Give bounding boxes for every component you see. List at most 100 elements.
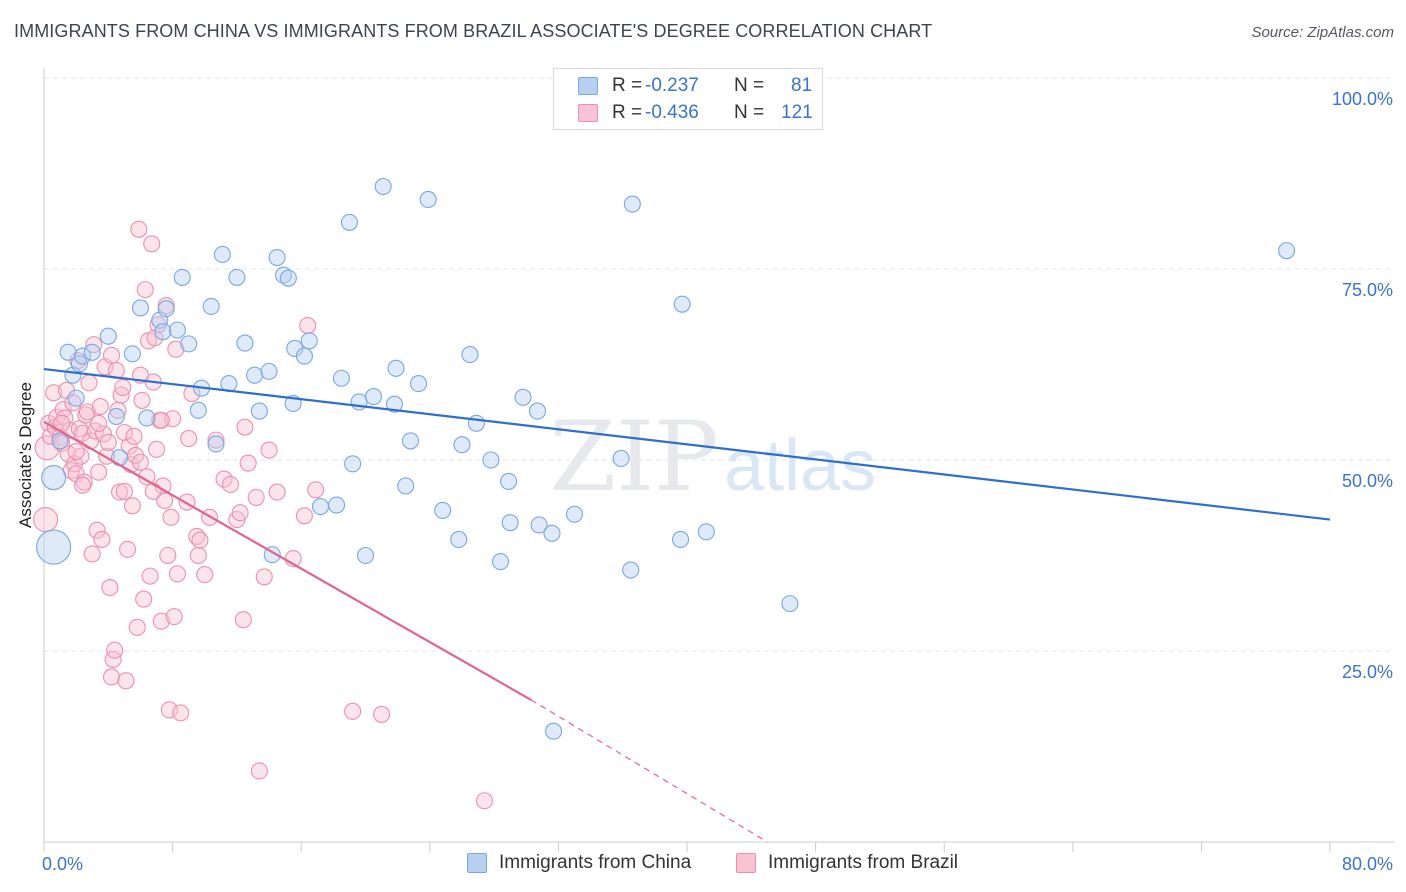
china-point: [528, 402, 547, 420]
china-point: [397, 477, 415, 495]
china-point: [1278, 242, 1296, 260]
brazil-point: [299, 316, 317, 335]
brazil-point: [295, 507, 313, 525]
china-point: [51, 432, 69, 450]
brazil-point: [268, 483, 286, 501]
china-point: [246, 366, 264, 384]
grid-lines: [44, 77, 1394, 652]
brazil-point: [72, 447, 90, 465]
china-point: [697, 523, 715, 541]
brazil-point: [167, 340, 185, 358]
brazil-point: [152, 612, 170, 630]
china-point: [300, 332, 318, 350]
china-point: [36, 529, 72, 565]
brazil-point: [141, 567, 159, 585]
brazil-point: [162, 508, 180, 526]
china-point: [311, 498, 330, 516]
brazil-point: [102, 668, 121, 686]
china-point: [111, 449, 129, 467]
brazil-n-value: 121: [781, 102, 813, 123]
china-point: [168, 321, 186, 339]
brazil-point: [136, 281, 154, 299]
brazil-point: [180, 430, 198, 448]
china-point: [207, 435, 225, 453]
brazil-point: [125, 427, 143, 445]
brazil-point: [131, 453, 149, 471]
china-point: [612, 449, 630, 468]
china-point: [491, 553, 510, 571]
brazil-legend-swatch: [736, 853, 756, 873]
china-point: [385, 395, 403, 413]
china-point: [434, 501, 452, 519]
china-point: [356, 546, 375, 565]
brazil-point: [236, 418, 254, 436]
brazil-point: [231, 504, 249, 522]
china-point: [672, 530, 690, 549]
china-point: [622, 561, 640, 579]
brazil-point: [120, 437, 138, 455]
brazil-point: [260, 441, 278, 459]
brazil-point: [133, 391, 151, 409]
china-point: [228, 268, 246, 286]
china-points: [36, 177, 1296, 740]
china-point: [467, 414, 485, 432]
china-point: [83, 343, 101, 361]
china-n-value: 81: [791, 75, 813, 96]
china-point: [173, 268, 191, 286]
china-point: [514, 388, 532, 406]
china-point: [213, 245, 231, 264]
brazil-point: [123, 497, 141, 515]
brazil-point: [247, 488, 265, 506]
china-point: [260, 362, 278, 380]
brazil-point: [54, 401, 72, 419]
brazil-swatch: [578, 104, 598, 122]
china-point: [401, 432, 420, 450]
brazil-point: [115, 482, 133, 500]
axes: [43, 68, 1394, 852]
china-point: [781, 595, 799, 613]
brazil-point: [80, 374, 98, 392]
source-label: Source: ZipAtlas.com: [1251, 24, 1394, 41]
china-point: [565, 505, 584, 523]
china-point: [250, 402, 268, 420]
brazil-point: [239, 454, 257, 472]
brazil-point: [144, 482, 162, 500]
y-axis-label: Associate's Degree: [16, 382, 35, 528]
china-point: [157, 300, 175, 318]
china-point: [279, 269, 297, 287]
brazil-point: [159, 546, 177, 565]
brazil-point: [114, 378, 132, 396]
brazil-trend-line: [43, 420, 532, 701]
china-point: [344, 455, 362, 473]
chart-title: IMMIGRANTS FROM CHINA VS IMMIGRANTS FROM…: [14, 21, 933, 41]
china-point: [545, 722, 563, 740]
china-point: [364, 388, 383, 406]
china-r-label: R =: [612, 75, 643, 96]
brazil-point: [117, 672, 135, 690]
y-tick-label: 25.0%: [1342, 662, 1393, 682]
brazil-trend-extension: [530, 699, 768, 843]
brazil-point: [135, 590, 153, 608]
china-point: [74, 347, 92, 365]
brazil-point: [147, 440, 166, 458]
brazil-point: [106, 641, 124, 659]
brazil-point: [196, 566, 214, 584]
brazil-point: [344, 702, 362, 720]
brazil-point: [189, 546, 207, 565]
x-tick-label: 80.0%: [1342, 854, 1393, 874]
trend-lines: [43, 367, 1331, 843]
brazil-point: [64, 394, 82, 412]
brazil-points: [33, 220, 494, 810]
china-point: [387, 359, 405, 377]
china-point: [295, 347, 313, 365]
watermark-zip: ZIP: [549, 401, 718, 513]
brazil-point: [83, 545, 101, 563]
china-point: [409, 375, 428, 393]
brazil-point: [75, 473, 93, 491]
china-r-value: -0.237: [645, 75, 699, 96]
brazil-point: [77, 406, 95, 424]
brazil-point: [130, 220, 148, 238]
brazil-point: [74, 476, 92, 494]
brazil-n-label: N =: [734, 102, 765, 123]
brazil-point: [143, 235, 161, 253]
